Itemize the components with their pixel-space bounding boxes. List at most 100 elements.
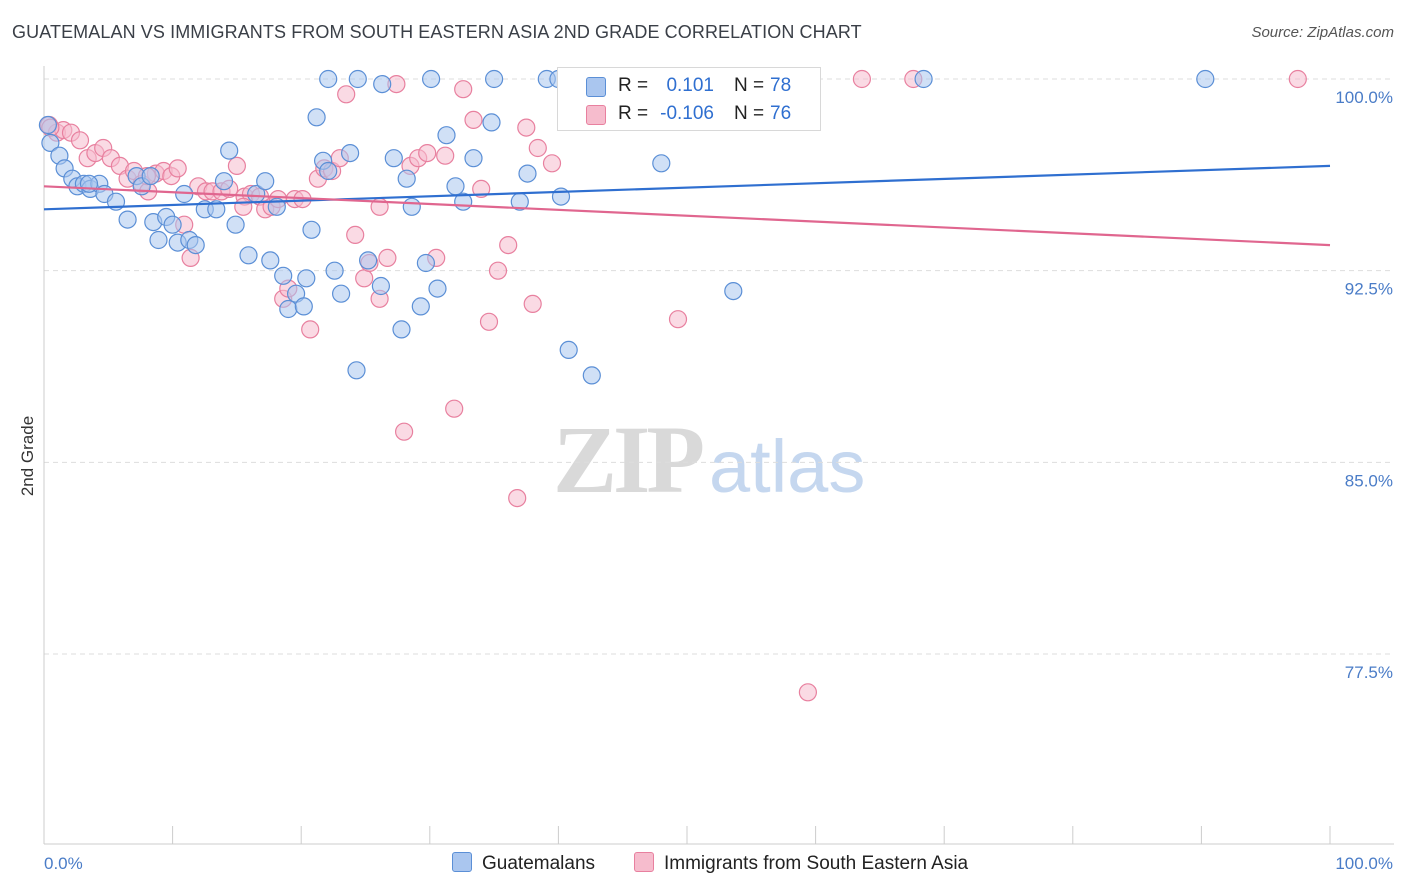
legend-label-guatemalans: Guatemalans <box>482 853 596 874</box>
guatemalans-point-73 <box>422 69 441 89</box>
legend-item-guatemalans[interactable]: Guatemalans <box>452 852 595 875</box>
guatemalans-point-77 <box>302 220 321 239</box>
guatemalans-point-1 <box>41 133 60 152</box>
guatemalans-point-63 <box>582 366 601 385</box>
immigrants-point-57 <box>472 179 491 198</box>
guatemalans-point-54 <box>437 126 456 145</box>
legend-swatch-pink <box>586 105 606 125</box>
immigrants-point-55 <box>454 80 473 99</box>
legend-row-immigrants: R = -0.106 N = 76 <box>558 100 820 128</box>
legend-r-label: R = <box>618 103 649 124</box>
guatemalans-point-68 <box>1196 69 1215 89</box>
trend-lines <box>43 164 1331 247</box>
guatemalans-point-58 <box>485 69 504 89</box>
immigrants-point-17 <box>168 159 187 178</box>
legend-r-value: 0.101 <box>666 75 714 96</box>
y-tick-label-0: 77.5% <box>1345 663 1393 682</box>
x-tick-label-min: 0.0% <box>44 854 83 873</box>
guatemalans-point-53 <box>428 279 447 298</box>
immigrants-point-53 <box>436 146 455 165</box>
immigrants-point-56 <box>464 110 483 130</box>
guatemalans-point-62 <box>559 340 578 359</box>
guatemalans-point-40 <box>319 161 338 181</box>
guatemalans-point-46 <box>371 276 390 296</box>
legend-swatch-pink <box>634 852 654 872</box>
guatemalans-point-70 <box>319 69 338 89</box>
y-tick-label-2: 92.5% <box>1345 280 1393 299</box>
immigrants-point-48 <box>395 422 414 441</box>
legend-item-immigrants[interactable]: Immigrants from South Eastern Asia <box>634 852 968 875</box>
guatemalans-point-43 <box>341 144 360 163</box>
legend-n-label: N = <box>734 103 765 124</box>
legend-n-value: 78 <box>770 75 792 96</box>
legend-row-guatemalans: R = 0.101 N = 78 <box>558 72 820 100</box>
guatemalans-point-34 <box>279 299 298 319</box>
guatemalans-point-42 <box>332 284 351 303</box>
guatemalans-point-72 <box>373 74 392 94</box>
immigrants-point-61 <box>508 489 527 508</box>
guatemalans-point-18 <box>163 215 182 234</box>
guatemalans-point-25 <box>214 172 234 191</box>
guatemalans-point-55 <box>446 177 465 196</box>
immigrants-point-75 <box>234 197 253 216</box>
guatemalans-point-50 <box>402 197 421 216</box>
immigrants-point-36 <box>301 320 320 339</box>
guatemalans-point-16 <box>149 230 168 250</box>
immigrants-point-69 <box>852 69 872 89</box>
legend-n-label: N = <box>734 75 765 96</box>
guatemalans-point-38 <box>307 108 326 127</box>
immigrants-point-65 <box>542 154 562 173</box>
guatemalans-point-41 <box>325 261 344 280</box>
guatemalans-point-51 <box>411 297 430 316</box>
guatemalans-point-66 <box>724 282 743 301</box>
guatemalans-point-64 <box>652 154 671 173</box>
guatemalans-point-47 <box>384 149 403 168</box>
series-legend: Guatemalans Immigrants from South Easter… <box>0 852 1406 878</box>
guatemalans-trend-line <box>43 164 1331 211</box>
x-tick-label-max: 100.0% <box>1335 854 1393 873</box>
guatemalans-point-28 <box>239 246 258 265</box>
immigrants-point-51 <box>418 144 437 163</box>
guatemalans-point-11 <box>118 210 137 229</box>
guatemalans-point-57 <box>464 149 483 168</box>
guatemalans-point-71 <box>348 69 367 89</box>
immigrants-point-59 <box>488 261 508 280</box>
legend-swatch-blue <box>452 852 472 872</box>
immigrants-point-25 <box>227 156 246 175</box>
chart-title: GUATEMALAN VS IMMIGRANTS FROM SOUTH EAST… <box>12 22 862 42</box>
guatemalans-point-24 <box>207 200 226 219</box>
guatemalans-point-22 <box>186 236 205 255</box>
immigrants-point-54 <box>445 399 464 418</box>
immigrants-point-60 <box>499 236 518 255</box>
guatemalans-point-52 <box>416 253 435 273</box>
guatemalans-point-0 <box>38 115 58 135</box>
guatemalans-point-44 <box>347 361 366 380</box>
series-immigrants-points <box>39 69 1307 702</box>
guatemalans-point-45 <box>359 251 378 270</box>
guatemalans-point-69 <box>482 113 501 132</box>
guatemalans-point-48 <box>392 320 411 339</box>
immigrants-point-4 <box>70 131 90 150</box>
immigrants-point-67 <box>668 310 688 329</box>
guatemalans-point-14 <box>141 167 160 186</box>
immigrants-point-71 <box>1288 69 1307 89</box>
legend-n-value: 76 <box>770 103 792 124</box>
immigrants-point-63 <box>523 294 542 313</box>
immigrants-trend-line <box>43 185 1331 247</box>
tick-labels: 77.5% 85.0% 92.5% 100.0% 0.0% 100.0% <box>44 88 1393 873</box>
guatemalans-point-30 <box>256 172 275 191</box>
watermark-atlas: atlas <box>709 425 866 508</box>
immigrants-point-68 <box>798 683 818 702</box>
guatemalans-point-67 <box>914 69 933 89</box>
y-axis-label: 2nd Grade <box>18 415 37 497</box>
watermark-zip: ZIP <box>553 406 705 513</box>
y-tick-label-3: 100.0% <box>1335 88 1393 107</box>
immigrants-point-43 <box>355 269 374 288</box>
immigrants-point-64 <box>528 138 547 158</box>
immigrants-point-41 <box>337 85 356 104</box>
y-tick-label-1: 85.0% <box>1345 471 1393 490</box>
guatemalans-point-37 <box>297 269 316 288</box>
series-guatemalans-points <box>38 69 1215 385</box>
guatemalans-point-33 <box>274 266 293 285</box>
